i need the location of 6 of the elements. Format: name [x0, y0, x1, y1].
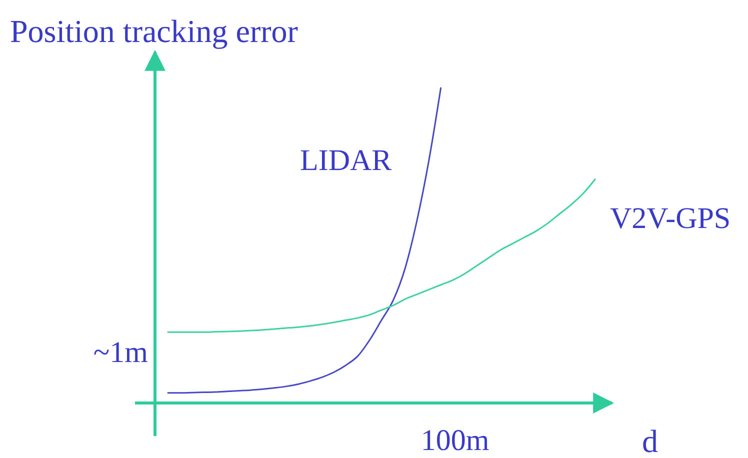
series-label: LIDAR	[300, 144, 392, 177]
y-axis-title: Position tracking error	[10, 13, 298, 49]
x-axis-title: d	[642, 423, 658, 458]
series-label: V2V-GPS	[610, 202, 731, 235]
text: ~1m	[93, 336, 148, 369]
text: 100m	[420, 424, 490, 457]
